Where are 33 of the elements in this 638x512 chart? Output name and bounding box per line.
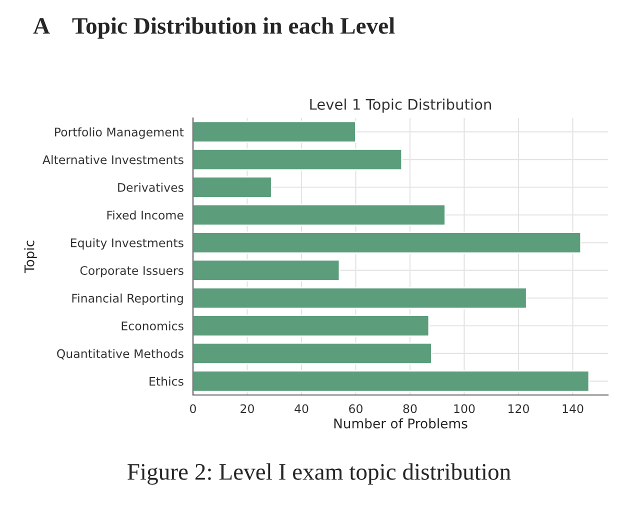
y-tick-label: Quantitative Methods xyxy=(57,348,184,360)
bar xyxy=(193,204,446,226)
bar xyxy=(193,259,340,282)
bar xyxy=(193,176,272,198)
y-tick-label: Portfolio Management xyxy=(55,127,184,139)
x-tick-label: 40 xyxy=(294,404,308,414)
caption: Figure 2: Level I exam topic distribution xyxy=(128,463,511,485)
y-tick-label: Economics xyxy=(122,321,184,330)
x-tick-label: 100 xyxy=(454,404,475,414)
x-tick-label: 140 xyxy=(562,404,584,414)
y-tick-label: Financial Reporting xyxy=(72,294,183,305)
y-tick-label: Alternative Investments xyxy=(42,155,184,164)
x-tick-label: 20 xyxy=(240,404,254,414)
x-tick-label: 80 xyxy=(403,404,417,414)
y-axis-title: Topic xyxy=(24,240,37,274)
y-tick-label: Derivatives xyxy=(118,182,184,192)
y-tick-label: Equity Investments xyxy=(71,238,184,250)
y-tick-label: Ethics xyxy=(150,376,184,386)
x-tick-label: 0 xyxy=(190,404,196,414)
x-axis-title: Number of Problems xyxy=(334,418,468,428)
bar xyxy=(193,314,430,337)
bar xyxy=(193,232,582,254)
y-tick-label: Fixed Income xyxy=(107,210,184,220)
x-tick-label: 60 xyxy=(349,404,362,414)
bar xyxy=(193,370,590,392)
bar xyxy=(193,148,403,171)
y-tick-label: Corporate Issuers xyxy=(80,266,184,278)
bar xyxy=(193,120,356,143)
chart-subtitle: Level 1 Topic Distribution xyxy=(310,98,491,113)
x-tick-label: 120 xyxy=(508,404,529,414)
chart-title: A Topic Distribution in each Level xyxy=(33,17,395,39)
bar xyxy=(193,286,528,310)
bar xyxy=(193,342,432,365)
